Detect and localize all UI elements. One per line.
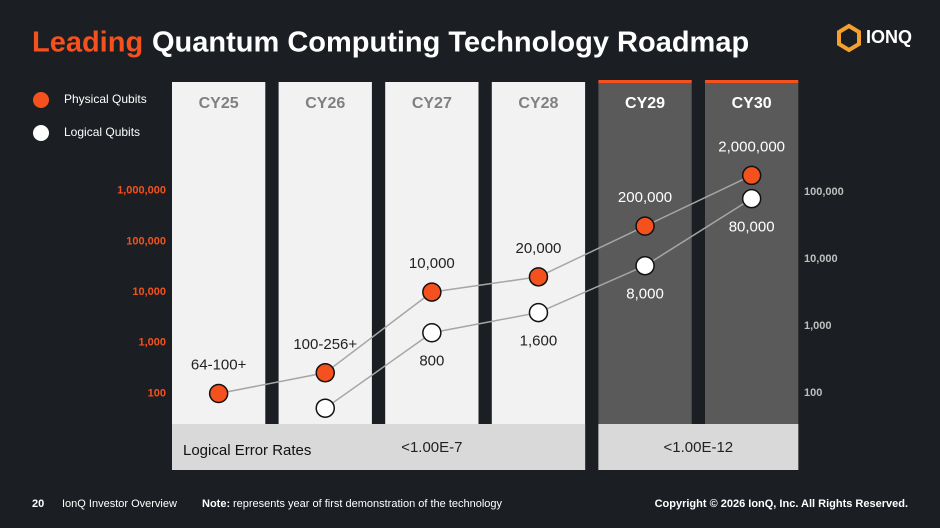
error-band bbox=[172, 424, 586, 470]
error-band bbox=[598, 424, 799, 470]
y-tick-label: 100 bbox=[148, 387, 166, 399]
data-label: 200,000 bbox=[618, 189, 672, 206]
year-column bbox=[598, 82, 692, 470]
series-line bbox=[218, 174, 752, 395]
data-point bbox=[208, 383, 229, 404]
copyright: Copyright © 2026 IonQ, Inc. All Rights R… bbox=[655, 498, 908, 510]
data-point bbox=[741, 188, 762, 209]
data-label: 64-100+ bbox=[191, 356, 247, 373]
y-tick-label: 100,000 bbox=[126, 235, 166, 247]
column-accent bbox=[598, 80, 692, 83]
logo-icon bbox=[837, 23, 861, 53]
data-point bbox=[635, 255, 655, 276]
category-label: CY28 bbox=[518, 95, 558, 112]
y-tick-label: 100 bbox=[804, 387, 822, 399]
category-label: CY30 bbox=[732, 95, 772, 112]
y-tick-label: 10,000 bbox=[132, 286, 166, 298]
deck-name: IonQ Investor Overview bbox=[62, 498, 177, 510]
title-highlight: Leading bbox=[32, 27, 143, 59]
note-label: Note: bbox=[202, 498, 230, 510]
category-label: CY26 bbox=[305, 95, 345, 112]
data-point bbox=[422, 323, 442, 343]
logo: IONQ bbox=[837, 23, 912, 53]
legend-label: Physical Qubits bbox=[64, 92, 147, 106]
data-label: 2,000,000 bbox=[718, 138, 785, 155]
title: Quantum Computing Technology Roadmap bbox=[152, 27, 749, 59]
year-column bbox=[172, 82, 266, 470]
error-value: <1.00E-7 bbox=[401, 439, 462, 456]
error-value: <1.00E-12 bbox=[664, 439, 734, 456]
category-label: CY29 bbox=[625, 95, 665, 112]
data-point bbox=[422, 282, 442, 302]
y-tick-label: 1,000 bbox=[804, 320, 832, 332]
data-point bbox=[528, 302, 549, 323]
data-label: 800 bbox=[419, 353, 444, 370]
error-label: Logical Error Rates bbox=[183, 442, 311, 459]
year-column bbox=[385, 82, 479, 470]
data-label: 100-256+ bbox=[293, 336, 357, 353]
note: represents year of first demonstration o… bbox=[233, 498, 503, 510]
category-label: CY25 bbox=[199, 95, 239, 112]
legend-marker bbox=[33, 125, 49, 141]
data-label: 10,000 bbox=[409, 255, 455, 272]
data-label: 1,600 bbox=[520, 333, 558, 350]
data-point bbox=[528, 267, 549, 287]
year-column bbox=[705, 82, 799, 470]
category-label: CY27 bbox=[412, 95, 452, 112]
data-label: 8,000 bbox=[626, 286, 664, 303]
data-label: 80,000 bbox=[729, 219, 775, 236]
data-point bbox=[315, 398, 335, 418]
data-point bbox=[315, 363, 335, 383]
logo-text: IONQ bbox=[866, 27, 912, 47]
y-tick-label: 1,000,000 bbox=[117, 185, 166, 197]
data-label: 20,000 bbox=[516, 240, 562, 257]
data-point bbox=[741, 165, 762, 186]
y-tick-label: 100,000 bbox=[804, 186, 844, 198]
column-accent bbox=[705, 80, 799, 83]
y-tick-label: 1,000 bbox=[138, 337, 166, 349]
data-point bbox=[635, 216, 655, 236]
legend-marker bbox=[33, 92, 49, 108]
page-number: 20 bbox=[32, 498, 44, 510]
y-tick-label: 10,000 bbox=[804, 253, 838, 265]
legend-label: Logical Qubits bbox=[64, 125, 140, 139]
